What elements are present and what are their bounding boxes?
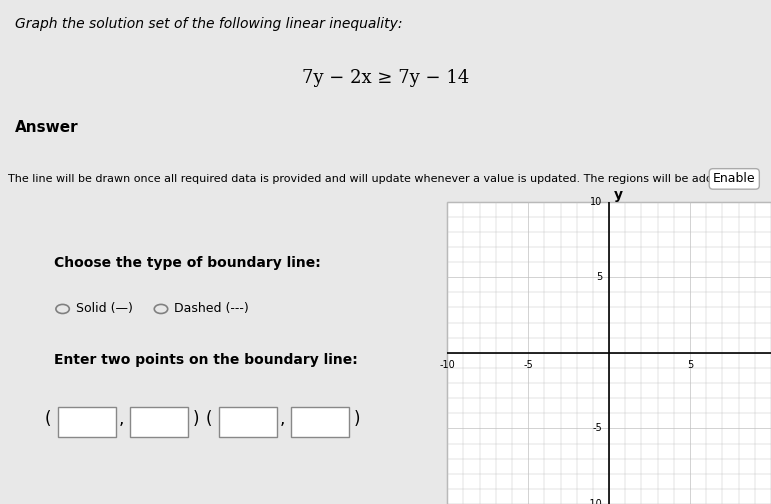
Text: ): )	[353, 410, 360, 428]
Text: Enable: Enable	[713, 172, 756, 185]
Text: 10: 10	[591, 197, 603, 207]
Text: 7y − 2x ≥ 7y − 14: 7y − 2x ≥ 7y − 14	[302, 69, 469, 87]
Text: ,: ,	[119, 410, 124, 428]
Text: 5: 5	[687, 360, 693, 370]
Text: (: (	[206, 410, 212, 428]
FancyBboxPatch shape	[219, 407, 278, 437]
Text: (: (	[45, 410, 51, 428]
Text: Solid (—): Solid (—)	[76, 302, 133, 316]
Text: y: y	[614, 187, 623, 202]
Text: -5: -5	[593, 423, 603, 433]
Text: The line will be drawn once all required data is provided and will update whenev: The line will be drawn once all required…	[8, 174, 719, 184]
Text: Dashed (---): Dashed (---)	[174, 302, 249, 316]
Text: ): )	[192, 410, 199, 428]
Text: Graph the solution set of the following linear inequality:: Graph the solution set of the following …	[15, 17, 403, 31]
Text: Enter two points on the boundary line:: Enter two points on the boundary line:	[54, 353, 358, 367]
Text: Answer: Answer	[15, 120, 79, 135]
Text: -10: -10	[439, 360, 455, 370]
Text: -5: -5	[524, 360, 533, 370]
Text: 5: 5	[596, 272, 603, 282]
FancyBboxPatch shape	[58, 407, 116, 437]
FancyBboxPatch shape	[291, 407, 348, 437]
Text: -10: -10	[587, 499, 603, 504]
Text: ,: ,	[279, 410, 284, 428]
Text: Choose the type of boundary line:: Choose the type of boundary line:	[54, 256, 321, 270]
FancyBboxPatch shape	[130, 407, 188, 437]
